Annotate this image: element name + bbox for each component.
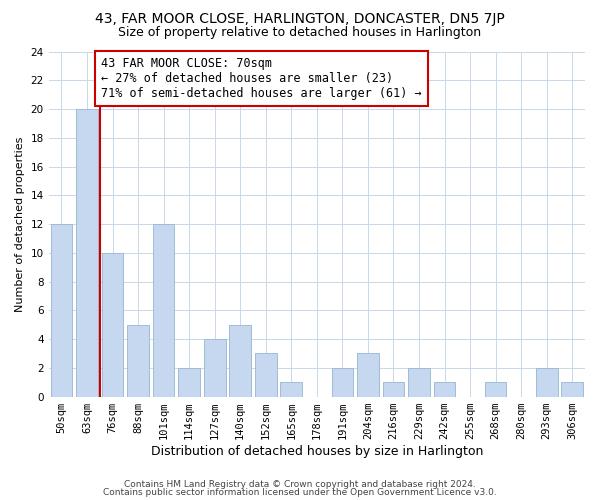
Bar <box>332 368 353 396</box>
Bar <box>153 224 175 396</box>
Bar <box>204 339 226 396</box>
Bar <box>76 109 98 397</box>
Text: 43, FAR MOOR CLOSE, HARLINGTON, DONCASTER, DN5 7JP: 43, FAR MOOR CLOSE, HARLINGTON, DONCASTE… <box>95 12 505 26</box>
Bar <box>178 368 200 396</box>
Bar <box>562 382 583 396</box>
Bar <box>255 354 277 397</box>
Bar <box>434 382 455 396</box>
Text: 43 FAR MOOR CLOSE: 70sqm
← 27% of detached houses are smaller (23)
71% of semi-d: 43 FAR MOOR CLOSE: 70sqm ← 27% of detach… <box>101 58 422 100</box>
Y-axis label: Number of detached properties: Number of detached properties <box>15 136 25 312</box>
Bar <box>101 253 124 396</box>
Bar <box>357 354 379 397</box>
Bar <box>536 368 557 396</box>
Bar <box>50 224 72 396</box>
Text: Contains public sector information licensed under the Open Government Licence v3: Contains public sector information licen… <box>103 488 497 497</box>
X-axis label: Distribution of detached houses by size in Harlington: Distribution of detached houses by size … <box>151 444 483 458</box>
Text: Contains HM Land Registry data © Crown copyright and database right 2024.: Contains HM Land Registry data © Crown c… <box>124 480 476 489</box>
Text: Size of property relative to detached houses in Harlington: Size of property relative to detached ho… <box>118 26 482 39</box>
Bar <box>127 324 149 396</box>
Bar <box>408 368 430 396</box>
Bar <box>280 382 302 396</box>
Bar <box>383 382 404 396</box>
Bar <box>485 382 506 396</box>
Bar <box>229 324 251 396</box>
